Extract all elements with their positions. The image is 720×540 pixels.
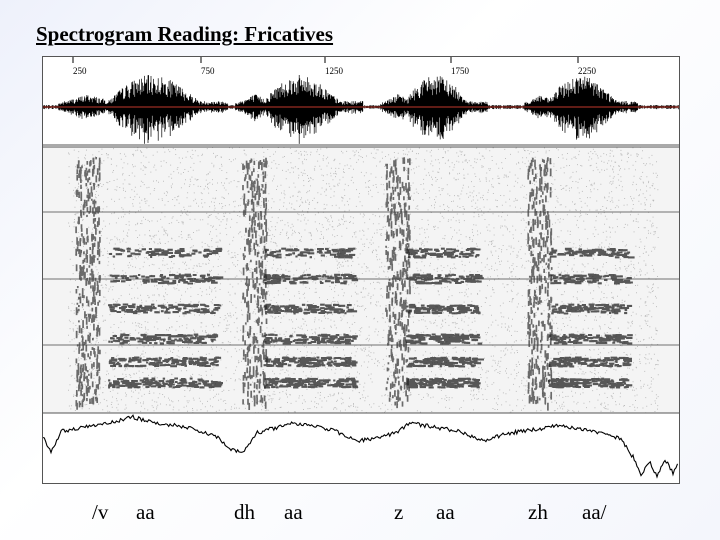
phoneme-label-v: /v [92,500,109,524]
fricative-noise [75,157,553,411]
time-tick-label: 2250 [578,66,597,76]
spectrogram-panel [43,146,679,414]
phoneme-label-aa: aa [284,500,303,524]
figure-canvas: 250 750 1250 1750 2250 [43,57,679,479]
phoneme-label-aa: aa/ [582,500,607,524]
phoneme-label-aa: aa [136,500,155,524]
frequency-grid [43,146,679,414]
phoneme-label-dh: dh [234,500,255,524]
slide-title: Spectrogram Reading: Fricatives [36,22,334,46]
phoneme-label-zh: zh [528,500,548,524]
time-tick-label: 1750 [451,66,470,76]
waveform-panel [43,75,679,146]
phoneme-label-aa: aa [436,500,455,524]
time-tick-label: 750 [201,66,215,76]
phoneme-labels: /v aa dh aa z aa zh aa/ [0,500,720,530]
time-tick-label: 1250 [325,66,344,76]
formant-bands [108,247,635,389]
phoneme-label-z: z [394,500,404,524]
time-axis: 250 750 1250 1750 2250 [72,57,597,76]
spectrogram-figure: 250 750 1250 1750 2250 [42,56,680,484]
waveform-trace [43,75,679,144]
energy-trace [43,414,679,479]
energy-contour-panel [43,414,679,479]
time-tick-label: 250 [73,66,87,76]
